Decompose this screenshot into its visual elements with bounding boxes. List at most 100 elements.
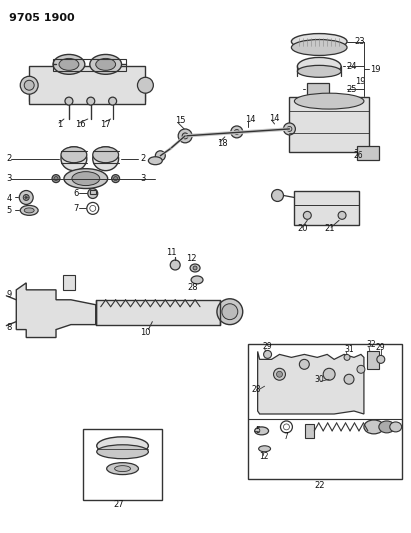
Ellipse shape xyxy=(255,427,268,435)
Circle shape xyxy=(222,304,238,320)
Polygon shape xyxy=(16,283,96,337)
Bar xyxy=(53,59,125,71)
Circle shape xyxy=(112,175,120,183)
Circle shape xyxy=(178,129,192,143)
Text: 6: 6 xyxy=(73,189,78,198)
Text: 29: 29 xyxy=(376,343,386,352)
Text: 7: 7 xyxy=(283,432,288,441)
Circle shape xyxy=(23,195,29,200)
Text: 4: 4 xyxy=(6,194,12,203)
Circle shape xyxy=(19,190,33,205)
Text: 5: 5 xyxy=(6,206,12,215)
Text: 9: 9 xyxy=(6,290,12,300)
Text: 23: 23 xyxy=(354,37,365,46)
Ellipse shape xyxy=(364,420,384,434)
Circle shape xyxy=(217,299,243,325)
Circle shape xyxy=(88,189,98,198)
Text: 14: 14 xyxy=(270,114,280,123)
Bar xyxy=(29,67,145,104)
Ellipse shape xyxy=(53,54,85,74)
Ellipse shape xyxy=(294,93,364,109)
Circle shape xyxy=(272,190,284,201)
Text: 32: 32 xyxy=(367,340,376,349)
Bar xyxy=(357,146,379,160)
Bar xyxy=(96,300,220,325)
Ellipse shape xyxy=(390,422,402,432)
Bar xyxy=(90,190,96,195)
Ellipse shape xyxy=(24,208,34,213)
Ellipse shape xyxy=(93,147,119,171)
Bar xyxy=(294,190,359,225)
Text: 29: 29 xyxy=(263,342,272,351)
Bar xyxy=(305,424,314,438)
Circle shape xyxy=(299,359,309,369)
Ellipse shape xyxy=(61,147,87,171)
Ellipse shape xyxy=(191,276,203,284)
Text: 19: 19 xyxy=(370,65,381,74)
Circle shape xyxy=(263,350,272,358)
Text: 12: 12 xyxy=(186,254,196,263)
Bar xyxy=(83,429,162,500)
Circle shape xyxy=(284,123,296,135)
Text: 8: 8 xyxy=(6,323,12,332)
Bar xyxy=(367,351,379,369)
Ellipse shape xyxy=(20,205,38,215)
Circle shape xyxy=(338,212,346,219)
Text: 26: 26 xyxy=(354,151,364,160)
Text: 17: 17 xyxy=(100,120,110,130)
Text: 31: 31 xyxy=(344,345,354,354)
Text: 22: 22 xyxy=(314,481,324,490)
Text: 12: 12 xyxy=(260,452,269,461)
Text: 30: 30 xyxy=(314,375,324,384)
Polygon shape xyxy=(258,351,364,414)
Text: 18: 18 xyxy=(217,139,228,148)
Ellipse shape xyxy=(59,59,79,70)
Text: 28: 28 xyxy=(188,284,199,293)
Ellipse shape xyxy=(379,421,395,433)
Circle shape xyxy=(113,176,118,181)
Circle shape xyxy=(287,126,292,132)
Bar xyxy=(248,344,402,479)
Ellipse shape xyxy=(259,446,270,452)
Circle shape xyxy=(109,97,117,105)
Ellipse shape xyxy=(72,172,100,185)
Text: 24: 24 xyxy=(346,62,357,71)
Polygon shape xyxy=(29,79,145,101)
Text: 27: 27 xyxy=(113,500,124,509)
Circle shape xyxy=(24,80,34,90)
Text: 5: 5 xyxy=(256,426,261,435)
Text: 9705 1900: 9705 1900 xyxy=(9,13,75,23)
Ellipse shape xyxy=(148,157,162,165)
Circle shape xyxy=(193,266,197,270)
Circle shape xyxy=(87,97,95,105)
Bar xyxy=(289,97,369,152)
Circle shape xyxy=(170,260,180,270)
Circle shape xyxy=(54,176,58,181)
Ellipse shape xyxy=(291,39,347,55)
Text: 15: 15 xyxy=(175,117,186,125)
Circle shape xyxy=(182,133,188,139)
Text: 2: 2 xyxy=(141,154,145,163)
Text: 1: 1 xyxy=(57,120,62,130)
Bar xyxy=(307,83,329,95)
Text: 3: 3 xyxy=(6,174,12,183)
Circle shape xyxy=(137,77,153,93)
Text: 20: 20 xyxy=(298,224,308,233)
Ellipse shape xyxy=(64,168,108,189)
Circle shape xyxy=(155,151,165,161)
Ellipse shape xyxy=(97,445,148,459)
Text: 19: 19 xyxy=(355,77,365,86)
Text: 11: 11 xyxy=(166,248,176,256)
Circle shape xyxy=(377,356,385,364)
Ellipse shape xyxy=(61,147,87,163)
Text: 2: 2 xyxy=(6,154,12,163)
Ellipse shape xyxy=(90,54,122,74)
Circle shape xyxy=(344,374,354,384)
Text: 3: 3 xyxy=(141,174,146,183)
Ellipse shape xyxy=(291,34,347,50)
Circle shape xyxy=(274,368,286,380)
Circle shape xyxy=(65,97,73,105)
Circle shape xyxy=(357,365,365,373)
Circle shape xyxy=(303,212,311,219)
Text: 10: 10 xyxy=(141,328,151,337)
